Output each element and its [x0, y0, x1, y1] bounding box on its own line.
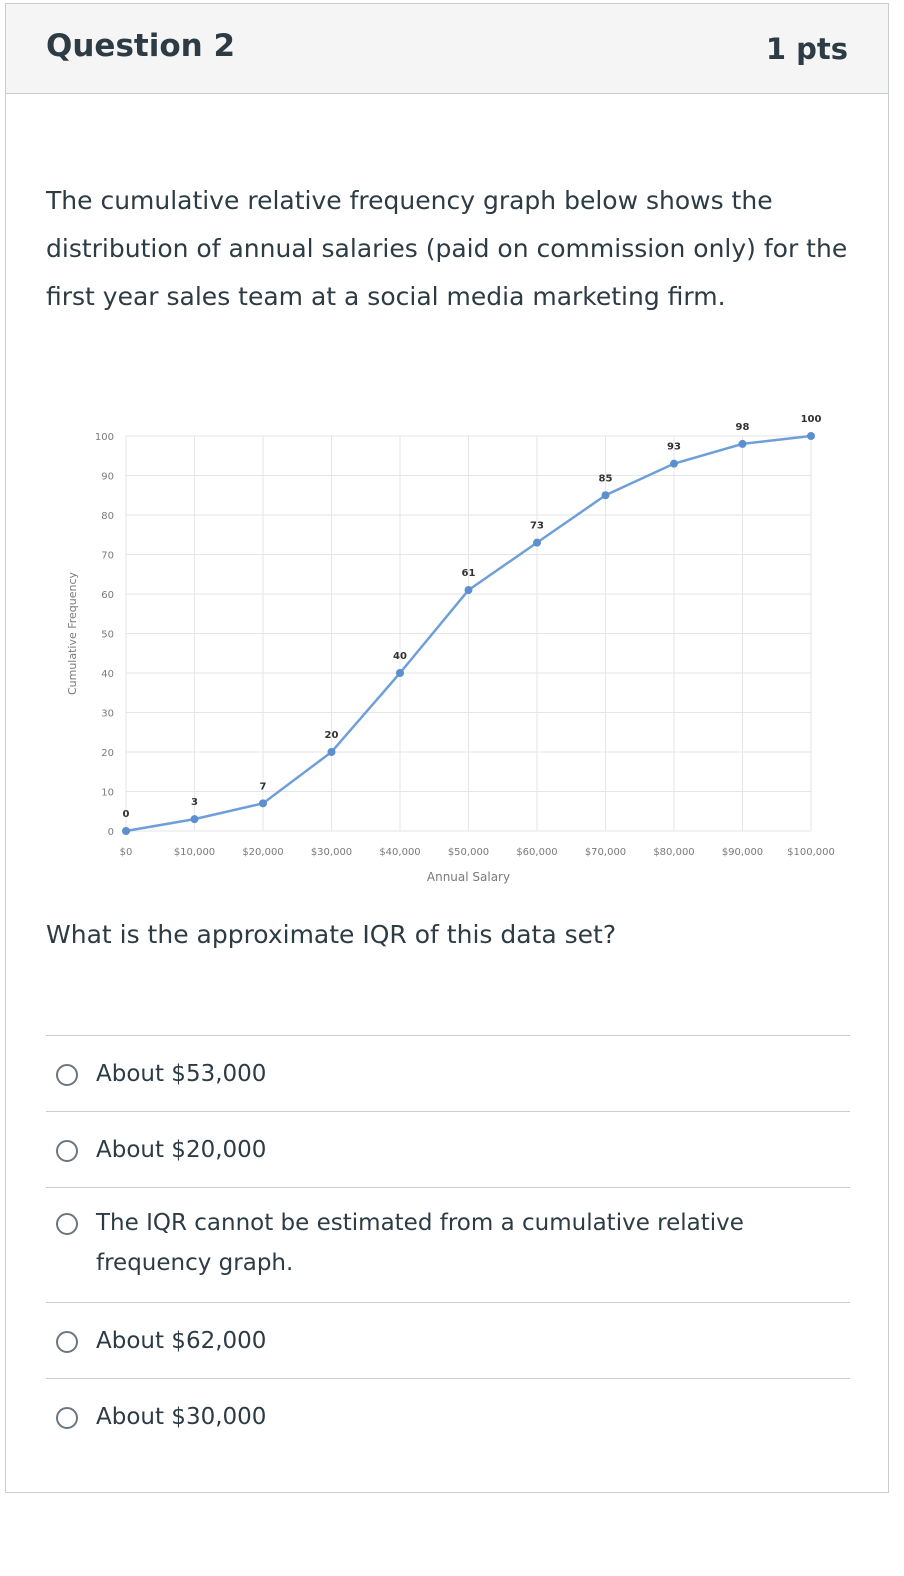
x-tick-label: $90,000 — [722, 847, 763, 858]
data-label: 7 — [260, 781, 267, 792]
answer-label[interactable]: About $62,000 — [96, 1328, 267, 1354]
x-tick-label: $100,000 — [787, 847, 835, 858]
answer-label[interactable]: About $20,000 — [96, 1137, 267, 1163]
radio-button[interactable] — [56, 1140, 78, 1162]
question-points: 1 pts — [765, 32, 848, 66]
x-tick-label: $20,000 — [242, 847, 283, 858]
radio-button[interactable] — [56, 1407, 78, 1429]
x-tick-label: $40,000 — [379, 847, 420, 858]
answer-label[interactable]: The IQR cannot be estimated from a cumul… — [96, 1210, 744, 1276]
question-title: Question 2 — [46, 28, 236, 64]
radio-button[interactable] — [56, 1331, 78, 1353]
answer-option[interactable]: About $62,000 — [46, 1302, 850, 1378]
x-tick-label: $30,000 — [311, 847, 352, 858]
answer-list: About $53,000 About $20,000 The IQR cann… — [46, 1035, 850, 1454]
x-tick-label: $0 — [120, 847, 133, 858]
radio-button[interactable] — [56, 1213, 78, 1235]
y-tick-label: 30 — [101, 709, 114, 720]
data-label: 85 — [599, 473, 613, 484]
data-label: 73 — [530, 521, 544, 532]
data-point — [396, 669, 404, 677]
answer-option[interactable]: About $53,000 — [46, 1035, 850, 1111]
y-tick-label: 0 — [108, 827, 114, 838]
answer-option[interactable]: About $20,000 — [46, 1111, 850, 1187]
y-tick-label: 90 — [101, 472, 114, 483]
answer-label[interactable]: About $30,000 — [96, 1404, 267, 1430]
x-axis-label: Annual Salary — [427, 870, 510, 884]
answer-option[interactable]: About $30,000 — [46, 1378, 850, 1454]
data-point — [259, 799, 267, 808]
data-point — [601, 491, 610, 500]
data-label: 98 — [736, 422, 750, 433]
data-point — [122, 827, 130, 835]
radio-button[interactable] — [56, 1064, 78, 1086]
x-tick-label: $10,000 — [174, 847, 215, 858]
x-tick-label: $50,000 — [448, 847, 489, 858]
x-tick-label: $70,000 — [585, 847, 626, 858]
data-point — [807, 432, 815, 440]
data-label: 3 — [191, 797, 198, 808]
y-tick-label: 60 — [101, 590, 114, 601]
data-point — [190, 815, 199, 824]
data-label: 100 — [801, 414, 822, 425]
answer-label[interactable]: About $53,000 — [96, 1061, 267, 1087]
y-tick-label: 50 — [101, 630, 114, 641]
y-tick-label: 80 — [101, 511, 114, 522]
y-tick-label: 10 — [101, 788, 114, 799]
data-label: 20 — [325, 730, 339, 741]
y-axis-label: Cumulative Frequency — [66, 571, 79, 695]
data-point — [738, 439, 747, 448]
data-point — [327, 748, 336, 756]
y-tick-label: 20 — [101, 748, 114, 759]
question-text: The cumulative relative frequency graph … — [46, 186, 848, 311]
data-label: 40 — [393, 651, 407, 662]
data-point — [670, 459, 678, 468]
question-header: Question 2 1 pts — [6, 4, 888, 94]
data-label: 0 — [123, 809, 130, 820]
x-tick-label: $80,000 — [653, 847, 694, 858]
data-point — [464, 586, 473, 595]
answer-option[interactable]: The IQR cannot be estimated from a cumul… — [46, 1187, 850, 1302]
data-point — [533, 538, 541, 547]
y-tick-label: 100 — [95, 432, 114, 443]
question-card: Question 2 1 pts The cumulative relative… — [5, 3, 889, 1493]
data-label: 61 — [462, 568, 476, 579]
data-label: 93 — [667, 442, 681, 453]
y-tick-label: 70 — [101, 551, 114, 562]
y-tick-label: 40 — [101, 669, 114, 680]
question-prompt: What is the approximate IQR of this data… — [46, 920, 617, 949]
x-tick-label: $60,000 — [516, 847, 557, 858]
